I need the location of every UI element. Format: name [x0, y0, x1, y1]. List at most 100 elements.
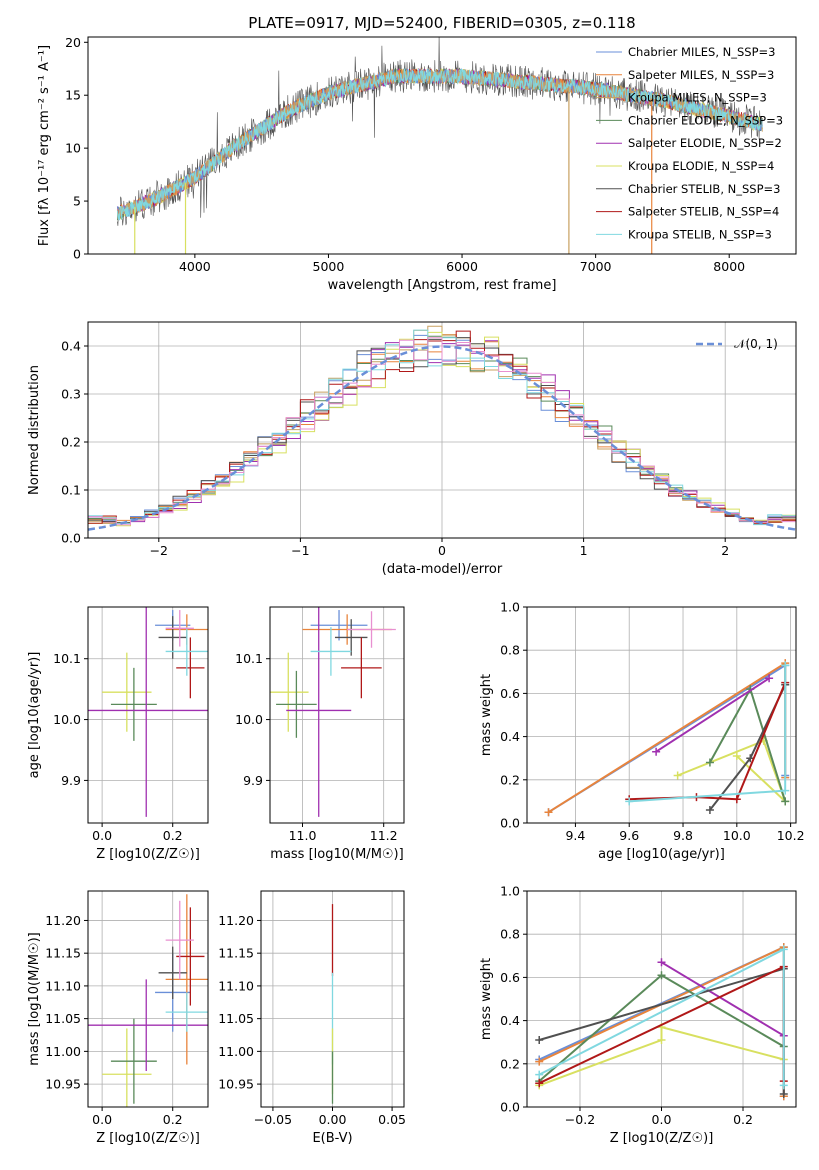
panel-residuals: −2 −1 0 1 2 0.0 0.1 0.2 0.3 0.4 (data-model)/error…	[27, 321, 797, 577]
x-tick-label: 2	[721, 543, 729, 558]
y-tick-label: 15	[65, 88, 81, 103]
y-tick-label: 0.2	[500, 1056, 520, 1071]
weight-marker-chabrier_elodie	[705, 758, 714, 767]
y-tick-label: 0.3	[61, 387, 81, 402]
plot-area	[116, 37, 763, 254]
y-tick-label: 5	[73, 194, 81, 209]
weight-marker-chabrier_elodie	[781, 797, 790, 806]
panel-spectrum: 4000 5000 6000 7000 8000 0 5 10 15 20 wavelength […	[37, 35, 797, 293]
weight-marker-kroupa_stelib	[535, 1070, 544, 1079]
x-axis-label: mass [log10(M/M☉)]	[270, 847, 403, 862]
weight-line-kroupa_elodie	[538, 1026, 785, 1087]
legend-entry-kroupa_miles: Kroupa MILES, N_SSP=3	[628, 91, 767, 105]
x-tick-label: 7000	[580, 259, 612, 274]
spectrum-line-kroupa_stelib	[116, 67, 763, 221]
panel-age_vs_mass: 11.0 11.2 9.9 10.0 10.1 mass [log10(M/M☉)]	[235, 606, 405, 862]
x-tick-label: −0.05	[254, 1112, 292, 1127]
axes-frame	[526, 606, 797, 824]
weight-marker-salpeter_elodie	[652, 747, 661, 756]
y-tick-label: 0.0	[61, 531, 81, 546]
x-axis-label: Z [log10(Z/Z☉)]	[96, 1131, 200, 1146]
x-tick-label: −2	[150, 543, 168, 558]
x-tick-label: 0.2	[163, 1112, 183, 1127]
x-tick-label: 9.8	[673, 828, 693, 843]
axes-frame	[87, 606, 209, 824]
legend-entry-kroupa_stelib: Kroupa STELIB, N_SSP=3	[628, 227, 772, 241]
weight-marker-chabrier_stelib	[705, 806, 714, 815]
weight-marker-chabrier_stelib	[535, 1036, 544, 1045]
x-tick-label: 11.0	[289, 828, 317, 843]
weight-marker-salpeter_elodie	[765, 674, 774, 683]
weight-marker-kroupa_stelib	[625, 797, 634, 806]
x-tick-label: 8000	[713, 259, 745, 274]
plot-area	[88, 894, 208, 1107]
weight-marker-chabrier_stelib	[779, 1090, 788, 1099]
plot-area	[88, 325, 796, 531]
weight-marker-kroupa_stelib	[781, 661, 790, 670]
x-axis-label: age [log10(age/yr)]	[598, 847, 725, 862]
y-tick-label: 20	[65, 35, 81, 50]
histogram-pink	[88, 337, 796, 526]
x-tick-label: 0.2	[163, 828, 183, 843]
y-tick-label: 10.0	[235, 712, 263, 727]
axes-frame	[269, 606, 405, 824]
x-tick-label: −1	[291, 543, 309, 558]
y-tick-label: 0.2	[61, 435, 81, 450]
weight-marker-salpeter_miles	[544, 808, 553, 817]
y-tick-label: 11.15	[45, 946, 81, 961]
y-tick-label: 11.15	[218, 946, 254, 961]
figure-title: PLATE=0917, MJD=52400, FIBERID=0305, z=0…	[248, 14, 635, 32]
y-tick-label: 0	[73, 247, 81, 262]
weight-marker-kroupa_elodie	[673, 771, 682, 780]
panel-weight_vs_Z: −0.2 0.0 0.2 0.0 0.2 0.4 0.6 0.8 1.0 Z [log10(Z/Z…	[479, 884, 797, 1146]
weight-marker-salpeter_elodie	[657, 958, 666, 967]
legend-entry-chabrier_miles: Chabrier MILES, N_SSP=3	[628, 45, 775, 59]
plot-area	[535, 943, 788, 1101]
y-tick-label: 10.1	[235, 651, 263, 666]
panel-mass_vs_Z: 0.0 0.2 10.95 11.00 11.05 11.10 11.15 11.20 Z [l…	[27, 890, 209, 1146]
x-tick-label: 10.2	[777, 828, 805, 843]
y-axis-label: age [log10(age/yr)]	[27, 652, 42, 779]
weight-line-salpeter_elodie	[655, 677, 770, 753]
y-axis-label: Flux [fλ 10⁻¹⁷ erg cm⁻² s⁻¹ A⁻¹]	[37, 45, 52, 246]
y-tick-label: 0.0	[500, 816, 520, 831]
y-tick-label: 10	[65, 141, 81, 156]
x-tick-label: 0	[438, 543, 446, 558]
y-tick-label: 9.9	[61, 773, 81, 788]
weight-line-salpeter_stelib	[629, 682, 787, 801]
x-tick-label: 0.05	[378, 1112, 406, 1127]
y-tick-label: 10.95	[218, 1077, 254, 1092]
legend-entry-salpeter_stelib: Salpeter STELIB, N_SSP=4	[628, 205, 779, 219]
y-tick-label: 0.4	[61, 339, 81, 354]
y-tick-label: 0.4	[500, 729, 520, 744]
x-tick-label: 0.00	[319, 1112, 347, 1127]
x-tick-label: 0.2	[733, 1112, 753, 1127]
x-tick-label: 6000	[446, 259, 478, 274]
legend-entry-salpeter_elodie: Salpeter ELODIE, N_SSP=2	[628, 136, 782, 150]
weight-marker-chabrier_elodie	[657, 971, 666, 980]
legend-entry-normal: 𝒩(0, 1)	[734, 337, 778, 351]
weight-marker-kroupa_stelib	[779, 945, 788, 954]
y-axis-label: mass [log10(M/M☉)]	[27, 932, 42, 1065]
weight-marker-kroupa_stelib	[781, 786, 790, 795]
x-axis-label: E(B-V)	[312, 1131, 352, 1146]
spectrum-line-kroupa_miles	[116, 67, 763, 220]
y-tick-label: 0.0	[500, 1100, 520, 1115]
x-tick-label: 0.0	[92, 828, 112, 843]
x-axis-label: Z [log10(Z/Z☉)]	[610, 1131, 714, 1146]
x-tick-label: 0.0	[92, 1112, 112, 1127]
weight-marker-salpeter_miles	[535, 1057, 544, 1066]
y-tick-label: 11.10	[45, 978, 81, 993]
x-tick-label: 11.2	[370, 828, 398, 843]
y-axis-label: mass weight	[479, 958, 494, 1040]
legend-entry-kroupa_elodie: Kroupa ELODIE, N_SSP=4	[628, 159, 774, 173]
legend-entry-chabrier_stelib: Chabrier STELIB, N_SSP=3	[628, 182, 780, 196]
y-tick-label: 0.1	[61, 483, 81, 498]
y-tick-label: 10.1	[53, 651, 81, 666]
plot-area	[88, 607, 208, 817]
y-tick-label: 1.0	[500, 600, 520, 615]
y-tick-label: 11.00	[45, 1044, 81, 1059]
spectrum-line-chabrier_stelib	[117, 37, 763, 226]
y-axis-label: Normed distribution	[27, 365, 42, 495]
